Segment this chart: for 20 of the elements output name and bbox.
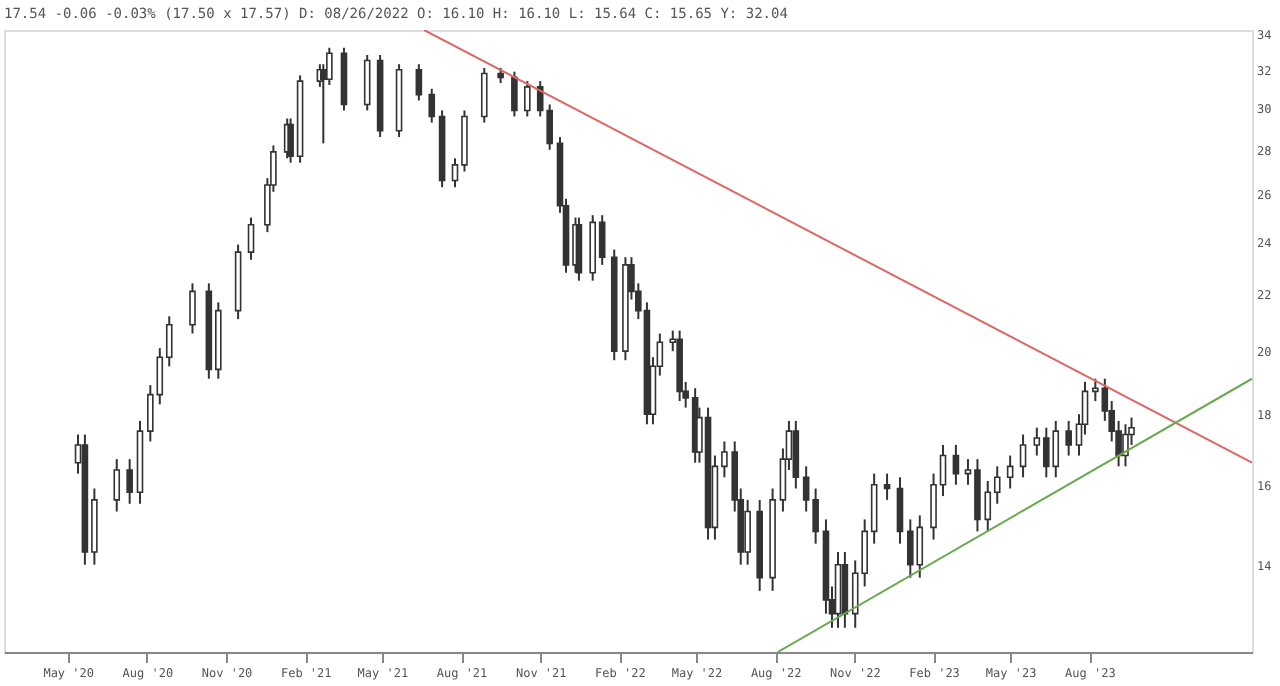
candlestick bbox=[883, 472, 891, 501]
candlestick bbox=[1122, 423, 1129, 468]
candlestick bbox=[247, 216, 255, 261]
candlestick bbox=[792, 419, 800, 490]
candlestick bbox=[524, 80, 531, 118]
candlestick bbox=[896, 476, 904, 545]
candlestick bbox=[952, 443, 960, 486]
candlestick bbox=[511, 70, 518, 118]
candlestick bbox=[1065, 419, 1072, 457]
candlestick bbox=[363, 54, 371, 112]
candlestick bbox=[428, 87, 436, 124]
candlestick bbox=[126, 458, 133, 505]
candlestick bbox=[1006, 454, 1014, 490]
candlestick bbox=[1019, 433, 1027, 479]
candlestick bbox=[415, 63, 423, 102]
candlestick bbox=[480, 66, 488, 124]
candlestick bbox=[575, 216, 583, 282]
candlestick bbox=[744, 498, 751, 566]
candlestick bbox=[113, 458, 121, 513]
candlestick bbox=[189, 282, 196, 335]
